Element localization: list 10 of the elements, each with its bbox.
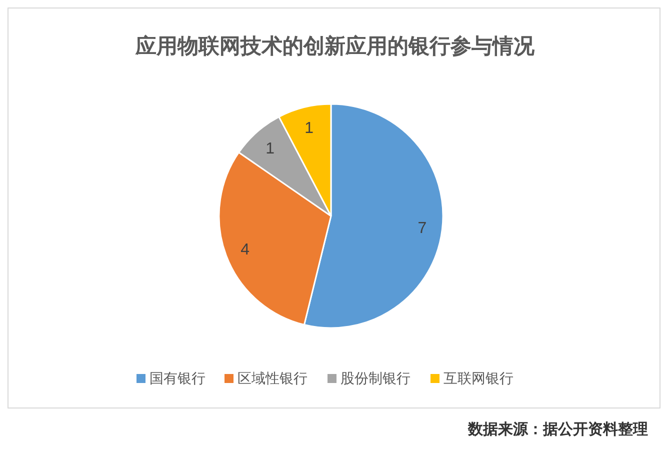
legend-label: 互联网银行 xyxy=(444,370,514,386)
legend-label: 股份制银行 xyxy=(340,370,410,386)
data-label: 1 xyxy=(266,140,275,158)
data-label: 1 xyxy=(304,120,314,137)
legend-label: 区域性银行 xyxy=(238,370,308,386)
chart-title: 应用物联网技术的创新应用的银行参与情况 xyxy=(134,34,536,58)
data-label: 4 xyxy=(240,242,250,259)
data-label: 7 xyxy=(418,220,427,238)
legend-label: 国有银行 xyxy=(150,370,206,386)
source-note: 数据来源：据公开资料整理 xyxy=(467,421,648,438)
